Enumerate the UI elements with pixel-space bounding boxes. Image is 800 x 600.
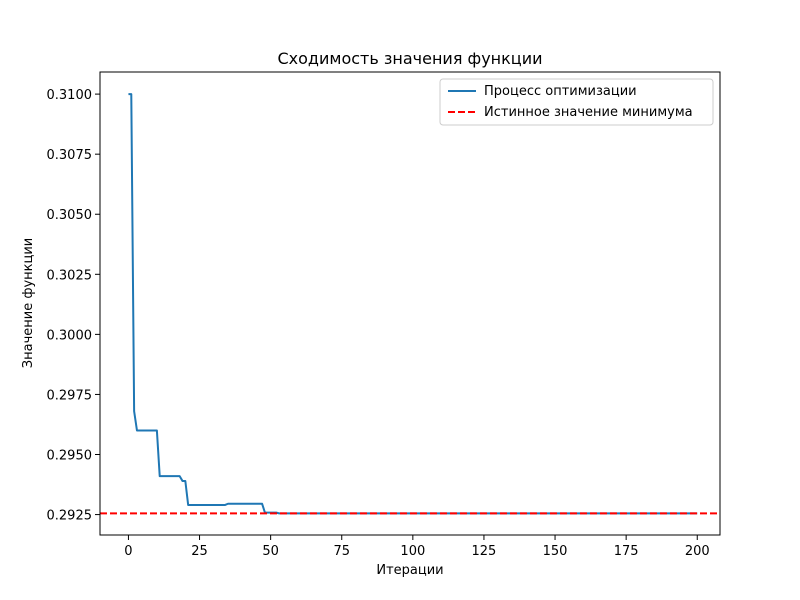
x-tick-label: 200 [685, 544, 710, 559]
y-axis-label: Значение функции [21, 238, 36, 368]
x-axis-ticks: 0 25 50 75 100 125 150 175 200 [124, 535, 710, 559]
y-tick-label: 0.2925 [47, 509, 93, 524]
x-tick-label: 50 [262, 544, 279, 559]
y-tick-label: 0.2975 [47, 388, 93, 403]
series-line-process [128, 93, 698, 515]
y-tick-label: 0.3100 [47, 88, 93, 103]
plot-area-lines [100, 93, 720, 515]
x-tick-label: 175 [614, 544, 639, 559]
y-tick-label: 0.3000 [47, 328, 93, 343]
chart-title: Сходимость значения функции [278, 49, 543, 68]
legend-entry-true-minimum: Истинное значение минимума [484, 105, 693, 120]
plot-frame [99, 71, 721, 536]
y-tick-label: 0.3075 [47, 148, 93, 163]
y-tick-label: 0.2950 [47, 449, 93, 464]
x-tick-label: 0 [124, 544, 132, 559]
x-tick-label: 150 [543, 544, 568, 559]
y-axis-ticks: 0.2925 0.2950 0.2975 0.3000 0.3025 0.3050 0.30… [47, 88, 100, 524]
legend-entry-process: Процесс оптимизации [484, 84, 637, 99]
legend-box [439, 78, 714, 126]
x-tick-label: 25 [191, 544, 208, 559]
y-tick-label: 0.3025 [47, 268, 93, 283]
y-tick-label: 0.3050 [47, 208, 93, 223]
x-tick-label: 75 [333, 544, 350, 559]
x-tick-label: 100 [400, 544, 425, 559]
legend: Процесс оптимизации Истинное значение ми… [439, 78, 714, 126]
x-tick-label: 125 [472, 544, 497, 559]
x-axis-label: Итерации [376, 563, 443, 578]
